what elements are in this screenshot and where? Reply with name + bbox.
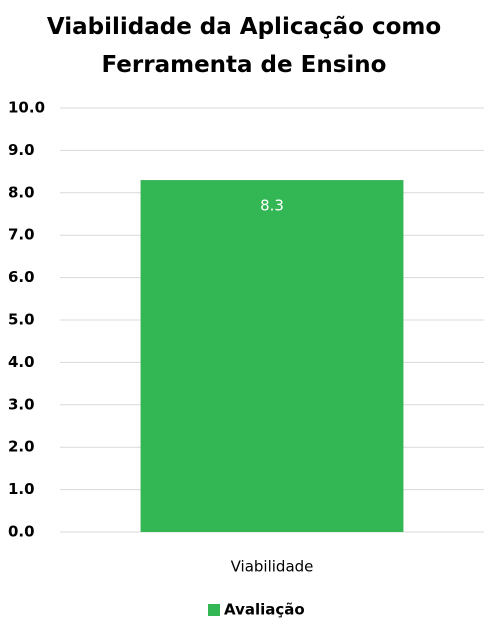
y-tick-label: 9.0 [8, 141, 35, 159]
chart-title: Viabilidade da Aplicação como Ferramenta… [46, 14, 442, 78]
y-tick-label: 1.0 [8, 480, 35, 498]
y-tick-label: 10.0 [8, 99, 45, 117]
y-tick-label: 5.0 [8, 311, 35, 329]
y-tick-label: 3.0 [8, 395, 35, 413]
y-tick-label: 6.0 [8, 268, 35, 286]
legend-swatch [208, 604, 220, 616]
data-label: 8.3 [260, 197, 284, 215]
y-tick-label: 0.0 [8, 523, 35, 541]
y-tick-label: 4.0 [8, 353, 35, 371]
y-tick-label: 2.0 [8, 438, 35, 456]
x-tick-label: Viabilidade [231, 558, 314, 576]
y-tick-label: 7.0 [8, 226, 35, 244]
legend-label: Avaliação [224, 601, 305, 619]
bar [140, 180, 404, 532]
y-tick-label: 8.0 [8, 183, 35, 201]
